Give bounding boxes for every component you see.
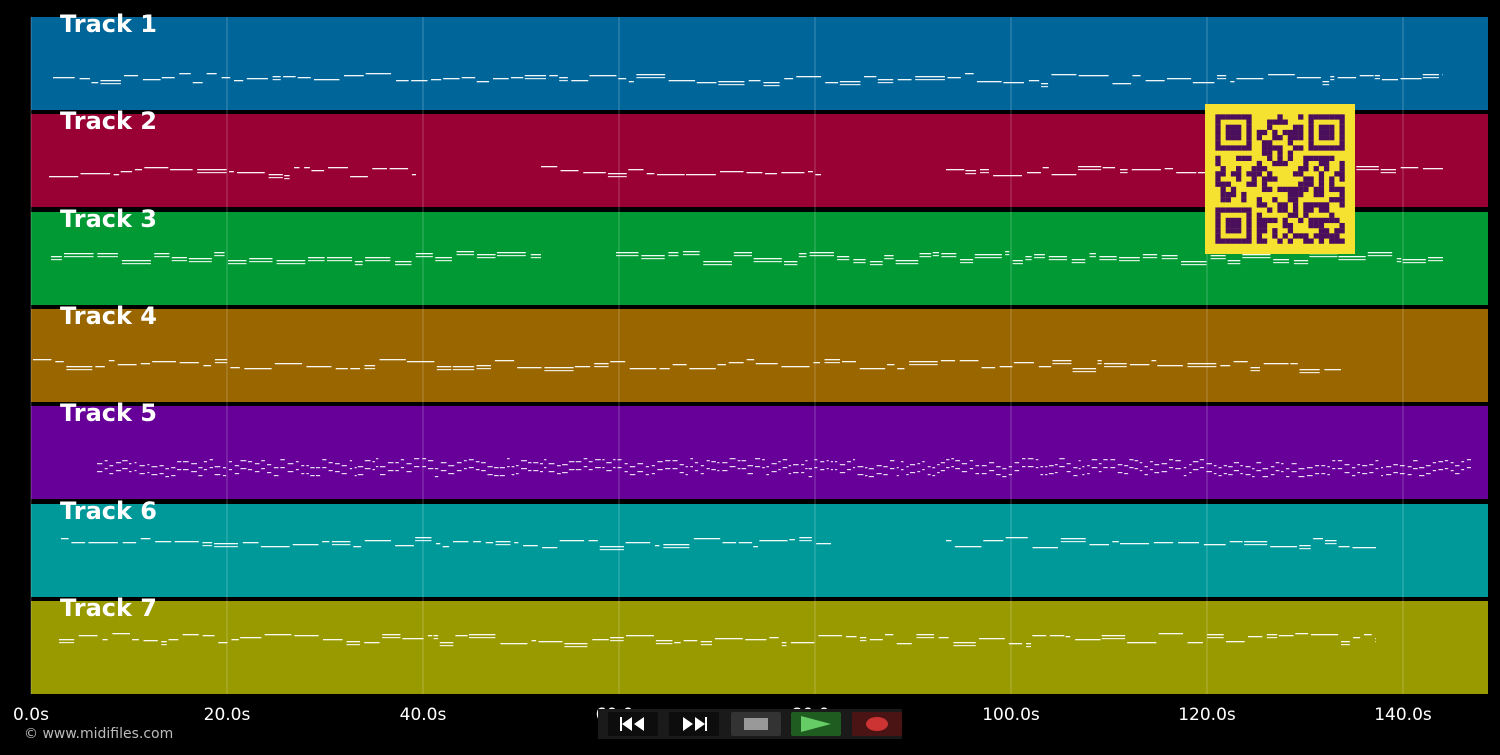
transport-controls xyxy=(598,709,902,739)
track-label: Track 3 xyxy=(60,205,158,233)
time-tick-label: 100.0s xyxy=(982,705,1040,725)
track-label: Track 5 xyxy=(60,399,158,427)
fast-forward-button[interactable] xyxy=(669,712,719,736)
rewind-icon xyxy=(620,717,644,731)
track-label: Track 1 xyxy=(60,10,158,38)
time-tick-label: 140.0s xyxy=(1374,705,1432,725)
stop-icon xyxy=(744,718,768,730)
fast-forward-icon xyxy=(683,717,707,731)
track-lane[interactable]: Track 7 xyxy=(31,594,1488,694)
note-marks xyxy=(33,359,1341,374)
time-tick-label: 120.0s xyxy=(1178,705,1236,725)
note-marks xyxy=(97,458,1471,478)
stop-button[interactable] xyxy=(731,712,781,736)
track-label: Track 6 xyxy=(60,497,158,525)
time-tick-label: 20.0s xyxy=(203,705,251,725)
rewind-button[interactable] xyxy=(608,712,658,736)
track-lane[interactable]: Track 4 xyxy=(31,302,1488,402)
play-button[interactable] xyxy=(791,712,841,736)
note-marks xyxy=(53,73,1443,88)
track-lane[interactable]: Track 6 xyxy=(31,497,1488,597)
qr-code-icon xyxy=(1205,104,1355,254)
record-button[interactable] xyxy=(852,712,902,736)
track-lane[interactable]: Track 5 xyxy=(31,399,1488,499)
track-lane[interactable]: Track 1 xyxy=(31,10,1488,110)
time-axis: 0.0s20.0s40.0s60.0s80.0s100.0s120.0s140.… xyxy=(0,695,1500,725)
time-tick-label: 0.0s xyxy=(13,705,49,725)
track-label: Track 7 xyxy=(60,594,158,622)
record-icon xyxy=(866,717,888,731)
play-icon xyxy=(801,716,831,732)
note-marks xyxy=(61,537,1376,551)
track-label: Track 2 xyxy=(60,107,158,135)
time-tick-label: 40.0s xyxy=(399,705,447,725)
note-marks xyxy=(59,633,1376,648)
note-marks xyxy=(51,251,1443,266)
track-label: Track 4 xyxy=(60,302,158,330)
copyright-text: © www.midifiles.com xyxy=(24,726,174,742)
